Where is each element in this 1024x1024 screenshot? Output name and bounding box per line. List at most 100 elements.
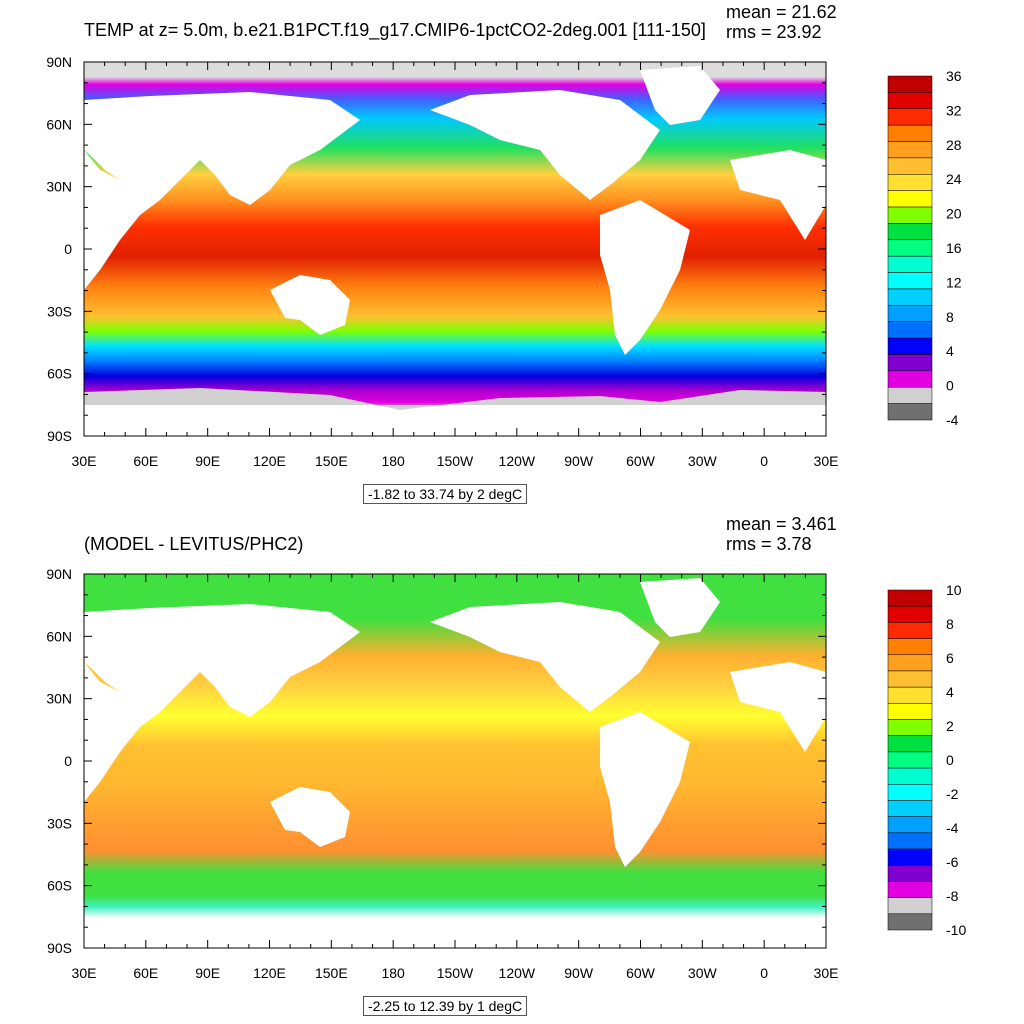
colorbar-swatch [887,686,933,704]
lon-tick-label: 0 [760,965,768,981]
colorbar-swatch [887,735,933,753]
difference-contour-range: -2.25 to 12.39 by 1 degC [363,996,528,1016]
lon-tick-label: 30E [814,965,839,981]
colorbar-swatch [887,108,933,126]
colorbar-swatch [887,288,933,306]
colorbar-label: 32 [946,102,962,118]
lon-tick-label: 120E [253,965,286,981]
lon-tick-label: 30W [688,965,718,981]
lon-tick-label: 30E [814,453,839,469]
difference-panel: 30E 60E 90E 120E 150E 180 150W 120W 90W 60W 30W 0 30… [0,512,1024,1024]
colorbar-swatch [887,386,933,404]
colorbar-label: 20 [946,206,962,222]
colorbar-swatch [887,784,933,801]
lon-tick-label: 150W [437,453,474,469]
colorbar-swatch [887,816,933,834]
lon-tick-label: 180 [381,453,405,469]
difference-mean: mean = 3.461 [726,514,837,534]
colorbar-swatch [887,622,933,639]
colorbar-swatch [887,864,933,882]
temperature-map-svg: 30E 60E 90E 120E 150E 180 150W 120W 90W 60W 30W 0 30… [46,54,962,469]
colorbar-swatch [887,589,933,607]
colorbar-swatch [887,751,933,769]
lat-tick-label: 90S [47,940,72,956]
colorbar-label: 28 [946,137,962,153]
temperature-contour-range: -1.82 to 33.74 by 2 degC [363,484,528,504]
colorbar-swatch [887,719,933,736]
difference-map-svg: 30E 60E 90E 120E 150E 180 150W 120W 90W 60W 30W 0 30… [46,566,966,981]
colorbar-swatch [887,190,933,208]
difference-land-mask [84,578,826,867]
lon-tick-label: 30E [72,453,97,469]
lon-tick-label: 90E [195,965,220,981]
difference-rms: rms = 3.78 [726,534,812,554]
lat-tick-label: 30N [46,179,72,195]
colorbar-swatch [887,913,933,931]
colorbar-swatch [887,703,933,720]
lon-tick-label: 90E [195,453,220,469]
colorbar-label: 12 [946,274,962,290]
colorbar-swatch [887,370,933,388]
lat-tick-label: 0 [64,241,72,257]
colorbar-swatch [887,223,933,241]
colorbar-swatch [887,75,933,93]
colorbar-label: -8 [946,888,959,904]
lon-tick-label: 120W [499,453,536,469]
colorbar-swatch [887,337,933,355]
colorbar-label: 10 [946,582,962,598]
temperature-axis-ticks: 30E 60E 90E 120E 150E 180 150W 120W 90W 60W 30W 0 30… [46,54,838,469]
colorbar-swatch [887,670,933,688]
lat-tick-label: 60N [46,628,72,644]
colorbar-swatch [887,124,933,142]
colorbar-swatch [887,141,933,159]
lon-tick-label: 30E [72,965,97,981]
temperature-land-mask [84,66,826,355]
colorbar-label: 8 [946,309,954,325]
temperature-mean: mean = 21.62 [726,2,837,22]
difference-axis-ticks: 30E 60E 90E 120E 150E 180 150W 120W 90W 60W 30W 0 30… [46,566,838,981]
colorbar-swatch [887,354,933,372]
lon-tick-label: 180 [381,965,405,981]
lon-tick-label: 60W [626,453,656,469]
colorbar-swatch [887,174,933,191]
lat-tick-label: 60S [47,878,72,894]
colorbar-label: -4 [946,820,959,836]
colorbar-label: 4 [946,684,954,700]
colorbar-swatch [887,605,933,623]
colorbar-swatch [887,206,933,224]
lon-tick-label: 0 [760,453,768,469]
colorbar-swatch [887,255,933,273]
lat-tick-label: 60N [46,116,72,132]
lat-tick-label: 30N [46,691,72,707]
lon-tick-label: 150W [437,965,474,981]
colorbar-swatch [887,403,933,421]
colorbar-swatch [887,157,933,175]
lon-tick-label: 60W [626,965,656,981]
colorbar-swatch [887,832,933,850]
lon-tick-label: 120E [253,453,286,469]
lon-tick-label: 150E [315,965,348,981]
temperature-title: TEMP at z= 5.0m, b.e21.B1PCT.f19_g17.CMI… [84,20,706,40]
colorbar-swatch [887,272,933,290]
lat-tick-label: 30S [47,815,72,831]
colorbar-label: -10 [946,922,966,938]
colorbar-swatch [887,321,933,339]
difference-title: (MODEL - LEVITUS/PHC2) [84,534,304,554]
colorbar-label: -2 [946,786,959,802]
colorbar-label: -6 [946,854,959,870]
colorbar-swatch [887,800,933,817]
colorbar-swatch [887,767,933,785]
lon-tick-label: 60E [133,965,158,981]
lon-tick-label: 90W [564,965,594,981]
lon-tick-label: 120W [499,965,536,981]
colorbar-swatch [887,239,933,257]
lat-tick-label: 90N [46,54,72,70]
colorbar-label: 0 [946,378,954,394]
lon-tick-label: 90W [564,453,594,469]
lon-tick-label: 60E [133,453,158,469]
colorbar-label: 16 [946,240,962,256]
lat-tick-label: 60S [47,366,72,382]
lon-tick-label: 150E [315,453,348,469]
colorbar-label: -4 [946,412,959,428]
lon-tick-label: 30W [688,453,718,469]
